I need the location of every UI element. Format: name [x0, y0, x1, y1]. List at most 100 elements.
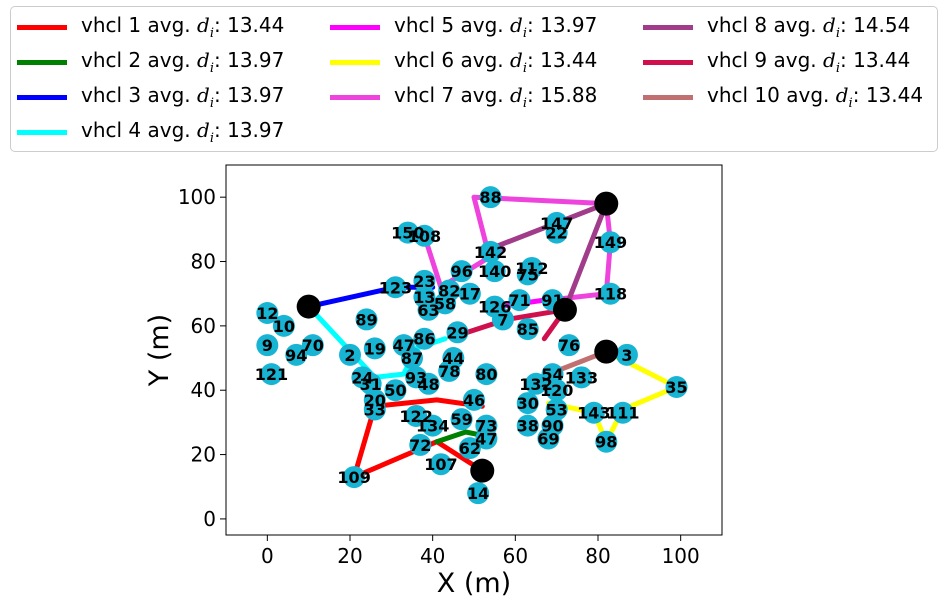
y-tick-label: 20: [191, 443, 216, 467]
legend-swatch: [330, 24, 380, 30]
legend-label-prefix: vhcl 6 avg.: [394, 48, 511, 72]
legend-label-prefix: vhcl 3 avg.: [81, 83, 198, 107]
node-label: 150: [391, 224, 424, 243]
node-label: 14: [467, 484, 489, 503]
x-tick-label: 80: [585, 544, 610, 568]
legend-label: vhcl 10 avg. di: 13.44: [707, 83, 923, 111]
customer-node: [599, 231, 622, 254]
customer-node: [272, 314, 295, 337]
node-label: 90: [541, 417, 563, 436]
legend-label-prefix: vhcl 4 avg.: [81, 118, 198, 142]
node-label: 69: [537, 429, 559, 448]
legend-item: vhcl 7 avg. di: 15.88: [330, 82, 597, 112]
customer-node: [450, 260, 473, 283]
customer-node: [413, 224, 436, 247]
node-label: 134: [416, 417, 449, 436]
legend-label-prefix: vhcl 8 avg.: [707, 13, 824, 37]
x-tick-label: 0: [261, 544, 274, 568]
node-label: 73: [475, 417, 497, 436]
customer-node: [475, 414, 498, 437]
customer-node: [409, 433, 432, 456]
node-label: 118: [594, 285, 627, 304]
node-label: 123: [379, 278, 412, 297]
customer-node: [516, 414, 539, 437]
node-label: 47: [393, 336, 415, 355]
customer-node: [405, 404, 428, 427]
node-label: 59: [450, 410, 472, 429]
customer-node: [417, 298, 440, 321]
node-label: 53: [546, 401, 568, 420]
customer-node: [413, 269, 436, 292]
x-tick-label: 40: [420, 544, 445, 568]
customer-node: [458, 437, 481, 460]
route-line: [351, 397, 485, 480]
node-label: 86: [413, 330, 435, 349]
customer-node: [438, 359, 461, 382]
legend-swatch: [330, 94, 380, 100]
node-label: 10: [273, 317, 295, 336]
node-label: 122: [399, 407, 432, 426]
customer-node: [525, 372, 547, 395]
node-label: 50: [384, 381, 406, 400]
node-label: 112: [515, 259, 548, 278]
legend-swatch: [643, 59, 693, 65]
node-label: 142: [474, 243, 507, 262]
customer-node: [401, 347, 423, 370]
customer-node: [417, 372, 440, 395]
customer-node: [339, 343, 361, 366]
y-tick-label: 100: [178, 185, 216, 209]
customer-node: [463, 388, 485, 411]
node-label: 9: [262, 336, 273, 355]
node-label: 121: [255, 365, 288, 384]
legend-swatch: [17, 24, 67, 30]
x-tick-label: 20: [337, 544, 362, 568]
node-label: 91: [541, 291, 563, 310]
customer-node: [384, 276, 407, 299]
node-label: 75: [517, 265, 539, 284]
legend-symbol: di: [835, 83, 853, 111]
depot-node: [594, 339, 619, 364]
legend-item: vhcl 4 avg. di: 13.97: [17, 117, 284, 147]
node-label: 85: [517, 320, 539, 339]
node-label: 47: [475, 429, 497, 448]
node-label: 93: [405, 368, 427, 387]
node-label: 2: [344, 346, 355, 365]
customer-node: [363, 398, 386, 421]
customer-node: [615, 343, 638, 366]
node-label: 20: [364, 391, 386, 410]
customer-node: [599, 282, 622, 305]
legend-label: vhcl 8 avg. di: 14.54: [707, 13, 910, 41]
legend-item: vhcl 6 avg. di: 13.44: [330, 47, 597, 77]
customer-node: [384, 379, 407, 402]
customer-node: [421, 414, 444, 437]
customer-node: [545, 398, 568, 421]
node-label: 12: [256, 304, 278, 323]
legend-label: vhcl 3 avg. di: 13.97: [81, 83, 284, 111]
depot-layer: [296, 191, 619, 483]
customer-node: [545, 221, 568, 244]
legend-label: vhcl 7 avg. di: 15.88: [394, 83, 597, 111]
node-label: 143: [577, 404, 610, 423]
node-label: 7: [497, 310, 508, 329]
legend-item: vhcl 8 avg. di: 14.54: [643, 12, 910, 42]
customer-node: [343, 466, 366, 489]
legend-symbol: di: [197, 13, 214, 41]
legend-symbol: di: [823, 48, 840, 76]
legend-label-prefix: vhcl 2 avg.: [81, 48, 198, 72]
x-tick-label: 100: [662, 544, 700, 568]
chart-legend: vhcl 1 avg. di: 13.44 vhcl 2 avg. di: 13.…: [10, 6, 938, 152]
customer-node: [516, 318, 539, 341]
node-label: 140: [478, 262, 511, 281]
node-label: 30: [517, 394, 539, 413]
node-label: 98: [595, 433, 617, 452]
customer-node: [458, 282, 481, 305]
route-line: [405, 194, 613, 303]
node-label: 126: [478, 298, 511, 317]
customer-node: [256, 302, 279, 324]
legend-symbol: di: [197, 83, 214, 111]
legend-swatch: [643, 24, 693, 30]
customer-node: [541, 363, 564, 386]
customer-node: [491, 308, 514, 331]
node-label: 87: [401, 349, 423, 368]
customer-node: [537, 427, 560, 450]
